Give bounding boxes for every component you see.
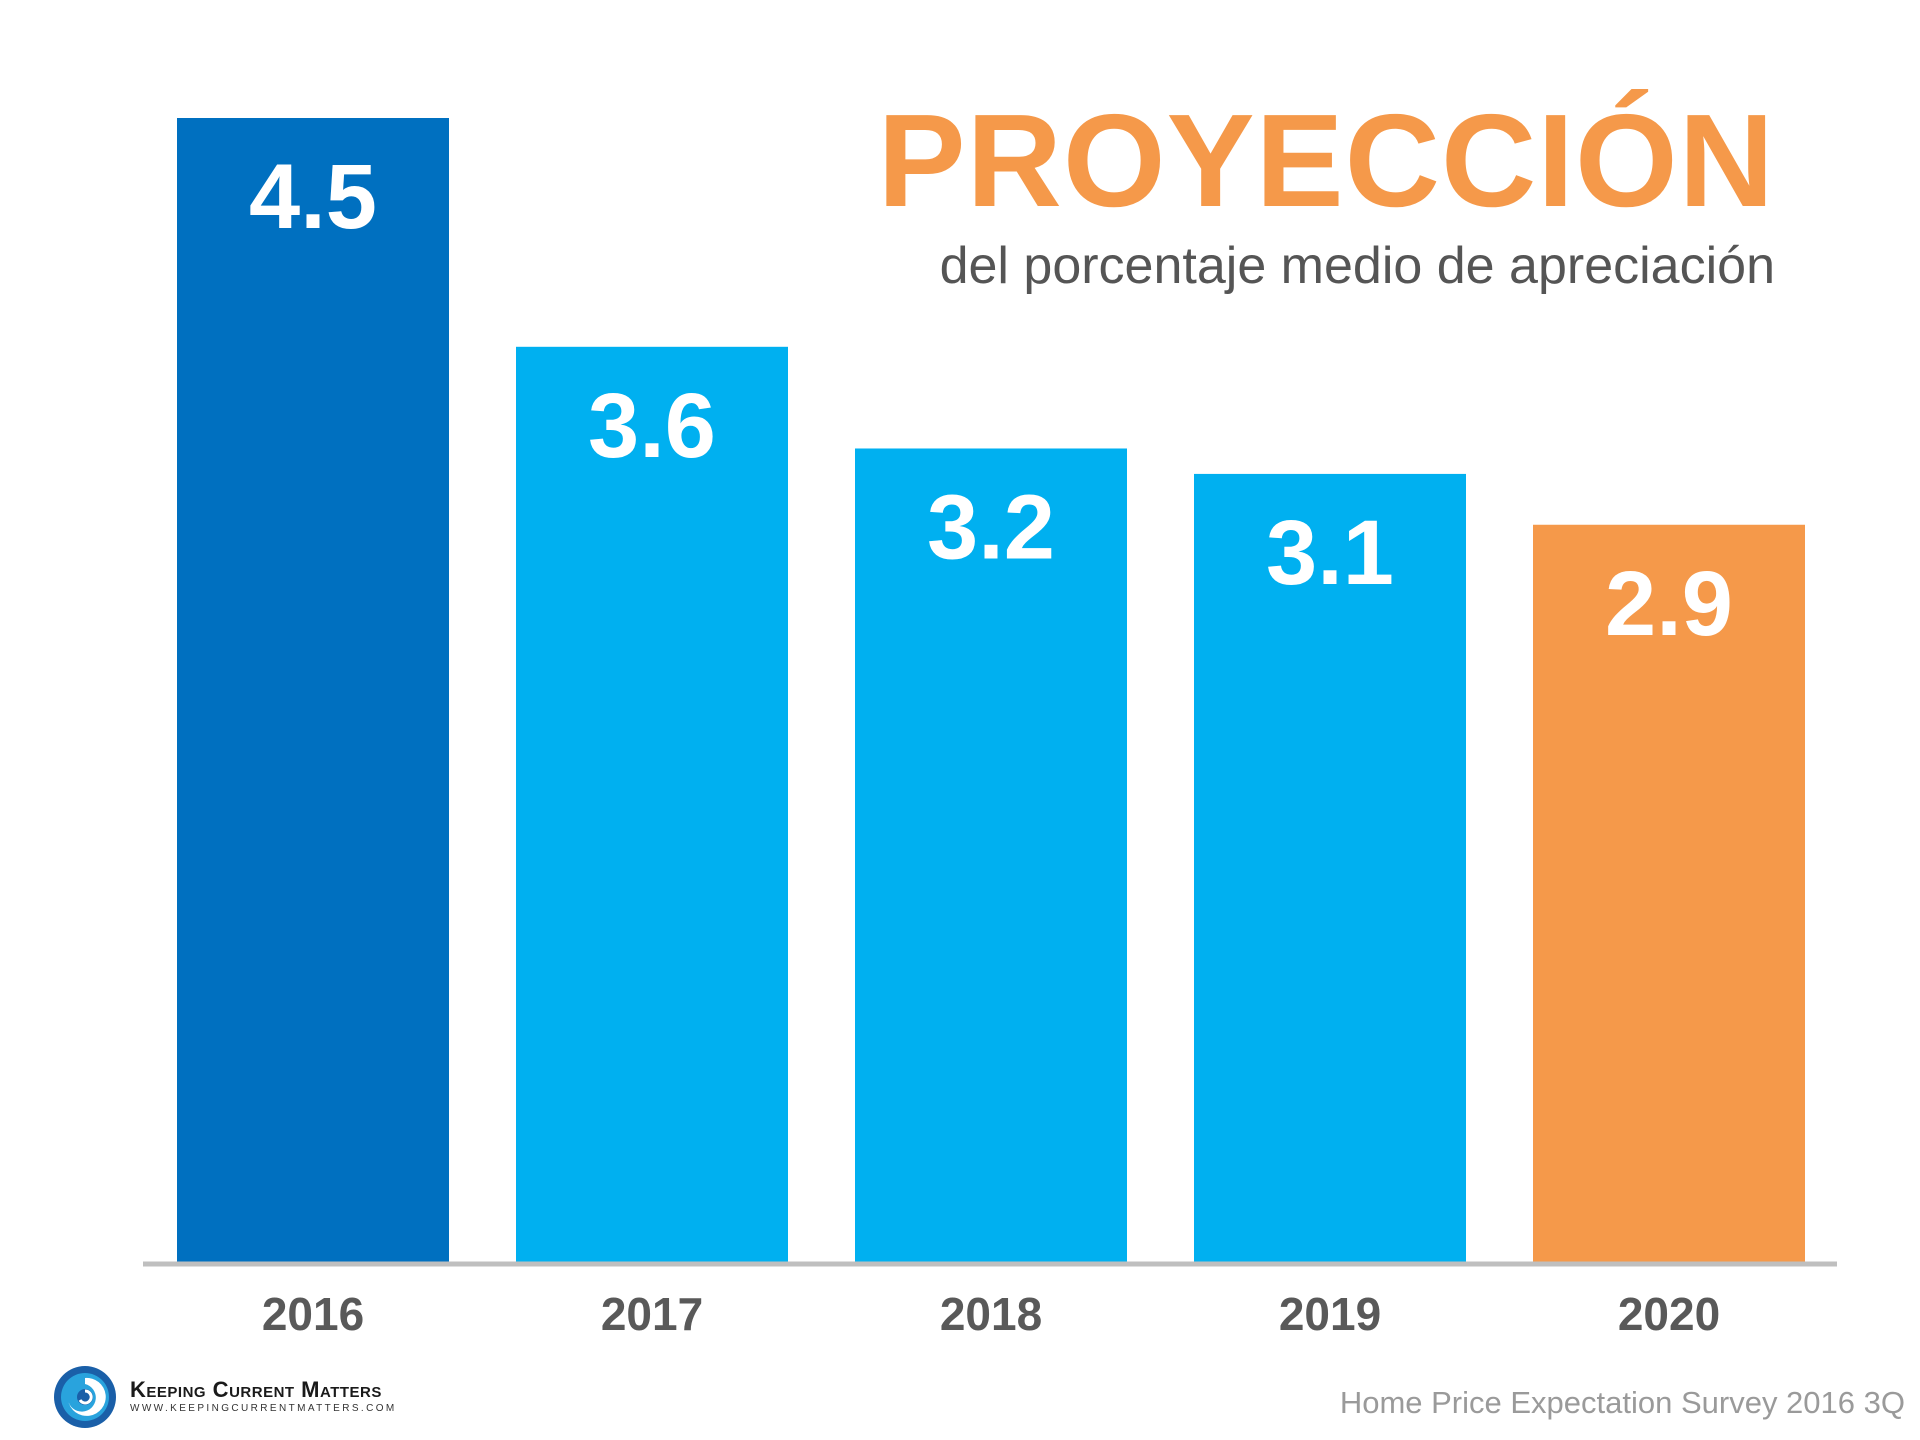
x-tick-label-2018: 2018 <box>940 1288 1042 1340</box>
x-tick-label-2017: 2017 <box>601 1288 703 1340</box>
bar-2019 <box>1194 473 1466 1262</box>
data-label-2020: 2.9 <box>1605 553 1733 655</box>
data-label-2019: 3.1 <box>1266 502 1394 604</box>
bar-2017 <box>516 346 788 1262</box>
chart-subtitle: del porcentaje medio de apreciación <box>939 237 1775 295</box>
x-tick-label-2020: 2020 <box>1618 1288 1720 1340</box>
x-tick-label-2019: 2019 <box>1279 1288 1381 1340</box>
x-tick-label-2016: 2016 <box>262 1288 364 1340</box>
company-logo: Keeping Current Matters WWW.KEEPINGCURRE… <box>52 1362 397 1432</box>
bar-2016 <box>177 118 449 1262</box>
logo-name: Keeping Current Matters <box>130 1376 382 1402</box>
data-label-2016: 4.5 <box>249 146 377 248</box>
chart-title: PROYECCIÓN <box>877 87 1775 234</box>
data-label-2018: 3.2 <box>927 476 1055 578</box>
logo-url: WWW.KEEPINGCURRENTMATTERS.COM <box>130 1403 397 1415</box>
bar-2018 <box>855 448 1127 1262</box>
data-label-2017: 3.6 <box>588 375 716 477</box>
bar-2020 <box>1533 524 1805 1262</box>
source-note: Home Price Expectation Survey 2016 3Q <box>1339 1385 1905 1420</box>
swirl-logo-icon <box>54 1366 116 1428</box>
